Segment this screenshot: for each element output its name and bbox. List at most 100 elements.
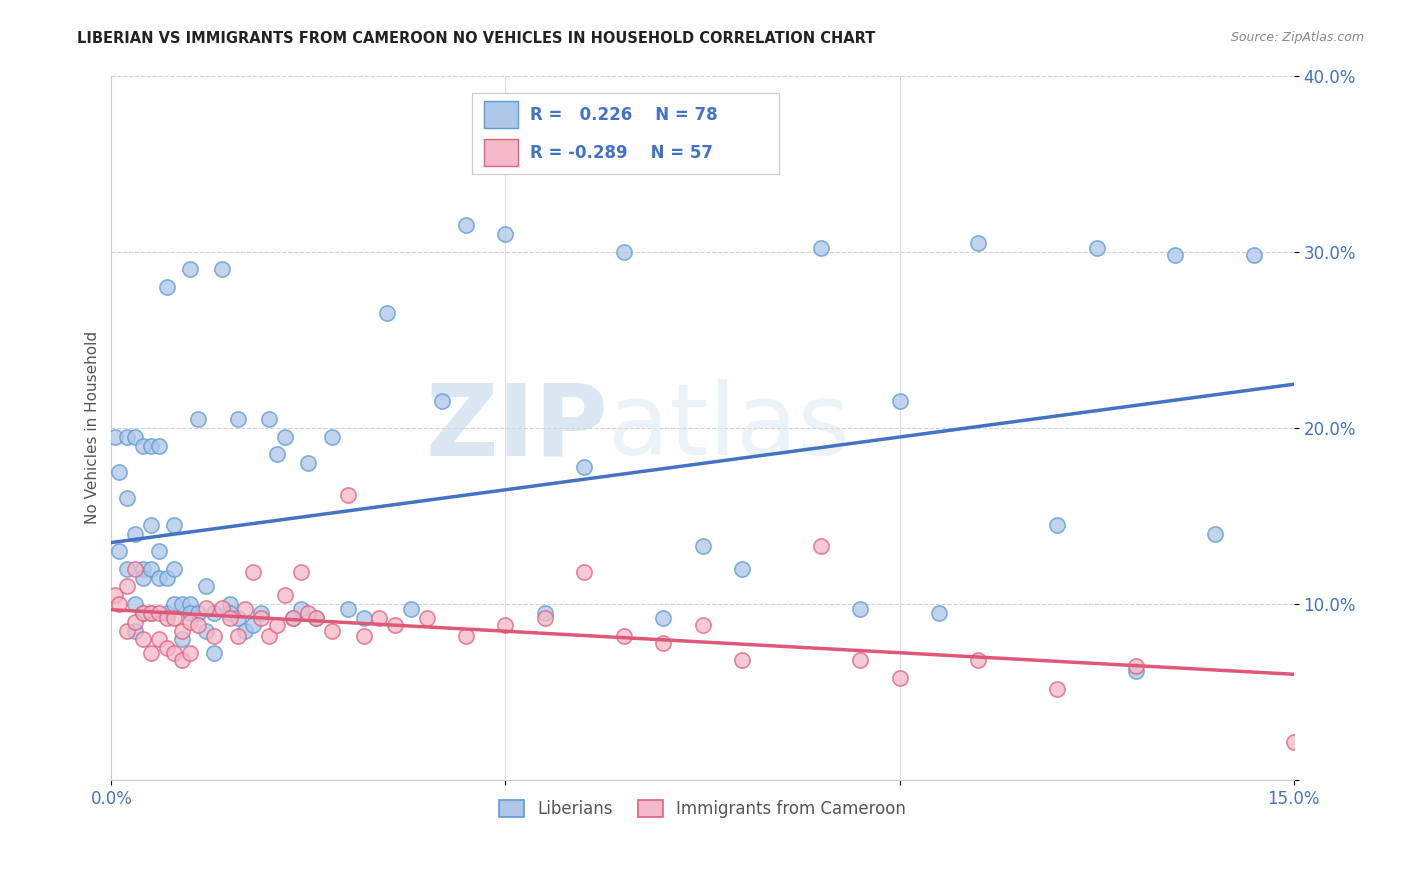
Point xyxy=(495,227,517,241)
Point xyxy=(266,618,288,632)
Point xyxy=(115,579,138,593)
Point xyxy=(104,430,127,444)
Point xyxy=(368,611,391,625)
Point xyxy=(124,562,146,576)
Point xyxy=(849,602,872,616)
Point xyxy=(574,459,596,474)
Point xyxy=(1046,681,1069,696)
Point xyxy=(108,544,131,558)
Point xyxy=(321,430,343,444)
Point xyxy=(179,647,201,661)
Point xyxy=(375,306,398,320)
Point xyxy=(257,629,280,643)
Point xyxy=(353,629,375,643)
Point xyxy=(139,517,162,532)
Point xyxy=(534,606,557,620)
Point xyxy=(336,488,359,502)
Point xyxy=(281,611,304,625)
Point xyxy=(305,611,328,625)
Point xyxy=(139,647,162,661)
Point xyxy=(172,624,194,638)
Point xyxy=(132,562,155,576)
Point xyxy=(148,606,170,620)
Point xyxy=(242,566,264,580)
Point xyxy=(534,611,557,625)
Point xyxy=(454,629,477,643)
Point xyxy=(187,412,209,426)
Y-axis label: No Vehicles in Household: No Vehicles in Household xyxy=(86,331,100,524)
Point xyxy=(353,611,375,625)
Point xyxy=(305,611,328,625)
Point xyxy=(384,618,406,632)
Point xyxy=(810,241,832,255)
Point xyxy=(849,653,872,667)
Point xyxy=(139,562,162,576)
Point xyxy=(148,632,170,647)
Point xyxy=(108,465,131,479)
Point xyxy=(179,606,201,620)
Point xyxy=(163,562,186,576)
Point xyxy=(211,262,233,277)
Point xyxy=(115,430,138,444)
Point xyxy=(218,597,240,611)
Point xyxy=(257,412,280,426)
Point xyxy=(172,653,194,667)
Point xyxy=(115,562,138,576)
Point xyxy=(148,438,170,452)
Point xyxy=(235,602,257,616)
Point xyxy=(652,611,675,625)
Point xyxy=(928,606,950,620)
Point xyxy=(124,526,146,541)
Point xyxy=(1125,658,1147,673)
Point xyxy=(202,629,225,643)
Point xyxy=(195,624,218,638)
Point xyxy=(124,430,146,444)
Point xyxy=(172,597,194,611)
Point xyxy=(281,611,304,625)
Point xyxy=(967,235,990,250)
Point xyxy=(195,579,218,593)
Point xyxy=(1046,517,1069,532)
Point xyxy=(297,606,319,620)
Point xyxy=(179,615,201,629)
Point xyxy=(115,624,138,638)
Point xyxy=(139,606,162,620)
Point xyxy=(139,606,162,620)
Point xyxy=(336,602,359,616)
Point xyxy=(692,618,714,632)
Point xyxy=(1282,734,1305,748)
Point xyxy=(810,539,832,553)
Point xyxy=(163,517,186,532)
Point xyxy=(297,456,319,470)
Point xyxy=(218,606,240,620)
Point xyxy=(124,597,146,611)
Point xyxy=(155,606,177,620)
Point xyxy=(132,632,155,647)
Point xyxy=(179,262,201,277)
Point xyxy=(889,394,911,409)
Point xyxy=(613,244,636,259)
Point xyxy=(187,606,209,620)
Point xyxy=(266,447,288,461)
Point xyxy=(889,671,911,685)
Point xyxy=(163,597,186,611)
Point xyxy=(321,624,343,638)
Point xyxy=(692,539,714,553)
Point xyxy=(155,280,177,294)
Text: Source: ZipAtlas.com: Source: ZipAtlas.com xyxy=(1230,31,1364,45)
Point xyxy=(132,606,155,620)
Point xyxy=(454,219,477,233)
Point xyxy=(226,611,249,625)
Point xyxy=(148,544,170,558)
Point xyxy=(1125,664,1147,678)
Point xyxy=(211,600,233,615)
Point xyxy=(250,611,273,625)
Point xyxy=(731,562,754,576)
Point xyxy=(115,491,138,506)
Point xyxy=(124,615,146,629)
Point xyxy=(163,647,186,661)
Point xyxy=(179,597,201,611)
Point xyxy=(1164,248,1187,262)
Point xyxy=(1204,526,1226,541)
Point xyxy=(495,618,517,632)
